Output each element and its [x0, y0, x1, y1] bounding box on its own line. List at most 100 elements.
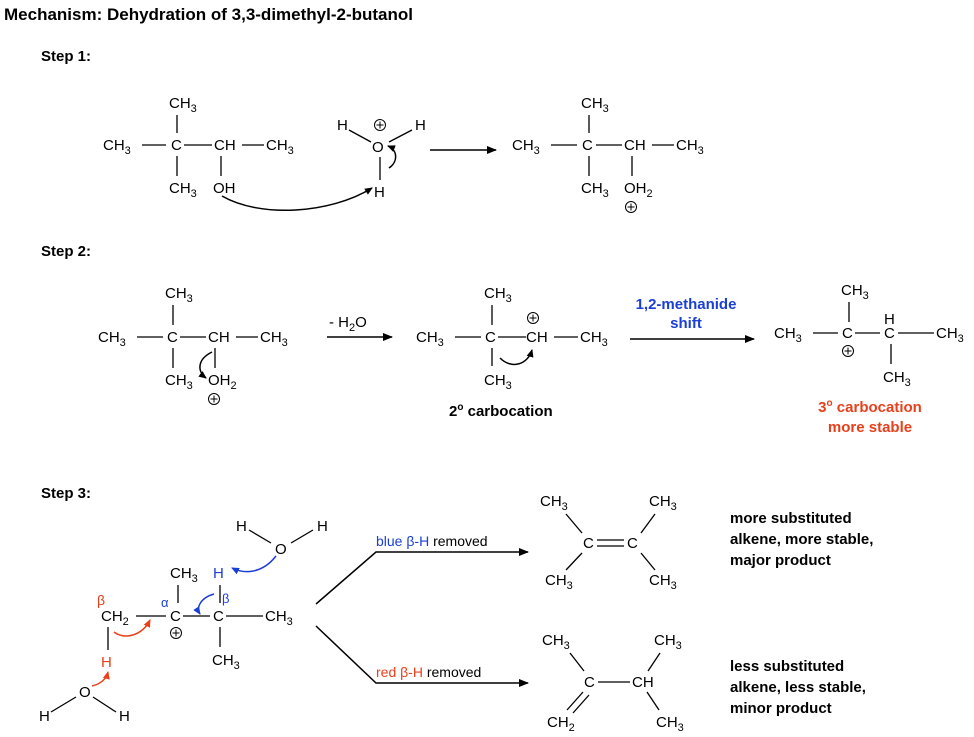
atom-label: O [79, 684, 91, 701]
atom-label: C [584, 674, 595, 691]
atom-label: C [171, 137, 182, 154]
atom-label: CH3 [512, 137, 540, 157]
minor-desc-line2: alkene, less stable, [730, 679, 866, 696]
plus-charge-icon [527, 312, 539, 324]
shift-label-line1: 1,2-methanide [636, 296, 737, 313]
atom-label: CH3 [656, 714, 684, 734]
blue-curved-arrow [231, 555, 277, 575]
atom-label: CH [214, 137, 236, 154]
atom-label: CH3 [484, 372, 512, 392]
reagent-label: - H2O [329, 314, 367, 334]
plus-charge-icon [374, 119, 386, 131]
atom-label: C [213, 608, 224, 625]
atom-label: CH3 [98, 329, 126, 349]
step3-carbocation: CH3 H β CH2 α C β C CH3 CH3 H [97, 565, 293, 672]
atom-label: CH3 [170, 565, 198, 585]
atom-label: CH3 [265, 608, 293, 628]
minor-desc-line3: minor product [730, 700, 832, 717]
atom-label: CH3 [774, 325, 802, 345]
atom-label: CH3 [416, 329, 444, 349]
step2-oxonium: CH3 CH3 C CH CH3 CH3 OH2 [98, 285, 288, 405]
secondary-carbocation-label: 2o carbocation [449, 402, 553, 420]
atom-label: CH3 [883, 369, 911, 389]
atom-label: CH3 [169, 95, 197, 115]
step-3-label: Step 3: [41, 485, 91, 502]
atom-label: H [415, 117, 426, 134]
atom-label: H [884, 311, 895, 328]
atom-label: CH3 [169, 180, 197, 200]
minor-product-alkene: CH3 CH3 C CH CH2 CH3 [542, 632, 684, 734]
atom-label: CH [526, 329, 548, 346]
plus-charge-icon [208, 393, 220, 405]
atom-label: CH2 [547, 714, 575, 734]
atom-label: H [374, 184, 385, 201]
page-title: Mechanism: Dehydration of 3,3-dimethyl-2… [4, 5, 413, 24]
step1-product-oxonium: CH3 CH3 C CH CH3 CH3 OH2 [512, 95, 704, 213]
blue-beta-hydrogen: H [213, 565, 224, 582]
atom-label: OH2 [624, 180, 653, 200]
atom-label: O [372, 139, 384, 156]
atom-label: CH3 [580, 329, 608, 349]
curved-arrow [221, 187, 373, 211]
atom-label: C [627, 535, 638, 552]
shift-label-line2: shift [670, 315, 702, 332]
plus-charge-icon [625, 201, 637, 213]
atom-label: CH3 [212, 652, 240, 672]
step-2-label: Step 2: [41, 243, 91, 260]
atom-label: CH2 [101, 608, 129, 628]
atom-label: CH3 [165, 372, 193, 392]
atom-label: CH3 [266, 137, 294, 157]
atom-label: CH [208, 329, 230, 346]
atom-label: CH3 [581, 180, 609, 200]
major-desc-line2: alkene, more stable, [730, 531, 873, 548]
beta-label-blue: β [222, 591, 229, 606]
red-beta-hydrogen: H [101, 654, 112, 671]
atom-label: OH [213, 180, 236, 197]
atom-label: H [317, 518, 328, 535]
branch-arrow-top [315, 548, 529, 605]
atom-label: CH3 [581, 95, 609, 115]
major-desc-line3: major product [730, 552, 831, 569]
atom-label: CH3 [260, 329, 288, 349]
atom-label: CH3 [649, 572, 677, 592]
plus-charge-icon [842, 345, 854, 357]
atom-label: CH3 [545, 572, 573, 592]
atom-label: CH3 [484, 285, 512, 305]
atom-label: H [119, 708, 130, 725]
atom-label: CH3 [540, 493, 568, 513]
atom-label: CH3 [936, 325, 964, 345]
atom-label: C [842, 325, 853, 342]
step2-tertiary-carbocation: CH3 CH3 C H C CH3 CH3 [774, 282, 964, 389]
atom-label: OH2 [208, 372, 237, 392]
atom-label: H [337, 117, 348, 134]
red-removed-label: red β-H removed [376, 664, 481, 680]
atom-label: C [884, 325, 895, 342]
blue-curved-arrow [193, 593, 215, 615]
red-curved-arrow [91, 671, 110, 687]
red-curved-arrow [113, 619, 151, 637]
atom-label: H [236, 518, 247, 535]
atom-label: CH3 [542, 632, 570, 652]
atom-label: C [170, 608, 181, 625]
tertiary-carbocation-label: 3o carbocation [818, 398, 922, 416]
atom-label: CH [624, 137, 646, 154]
atom-label: CH [632, 674, 654, 691]
blue-removed-label: blue β-H removed [376, 533, 488, 549]
step3-water-top: H H O [236, 518, 328, 558]
atom-label: C [167, 329, 178, 346]
atom-label: H [39, 708, 50, 725]
step2-secondary-carbocation: CH3 CH3 C CH CH3 CH3 [416, 285, 608, 392]
step3-water-bottom: O H H [39, 684, 130, 725]
beta-label-red: β [97, 592, 105, 608]
atom-label: CH3 [649, 493, 677, 513]
atom-label: CH3 [676, 137, 704, 157]
step-1-label: Step 1: [41, 48, 91, 65]
atom-label: C [485, 329, 496, 346]
atom-label: C [583, 535, 594, 552]
major-product-alkene: CH3 CH3 C C CH3 CH3 [540, 493, 677, 592]
atom-label: C [582, 137, 593, 154]
minor-desc-line1: less substituted [730, 658, 844, 675]
branch-arrow-bottom [315, 625, 529, 687]
atom-label: CH3 [165, 285, 193, 305]
atom-label: CH3 [654, 632, 682, 652]
